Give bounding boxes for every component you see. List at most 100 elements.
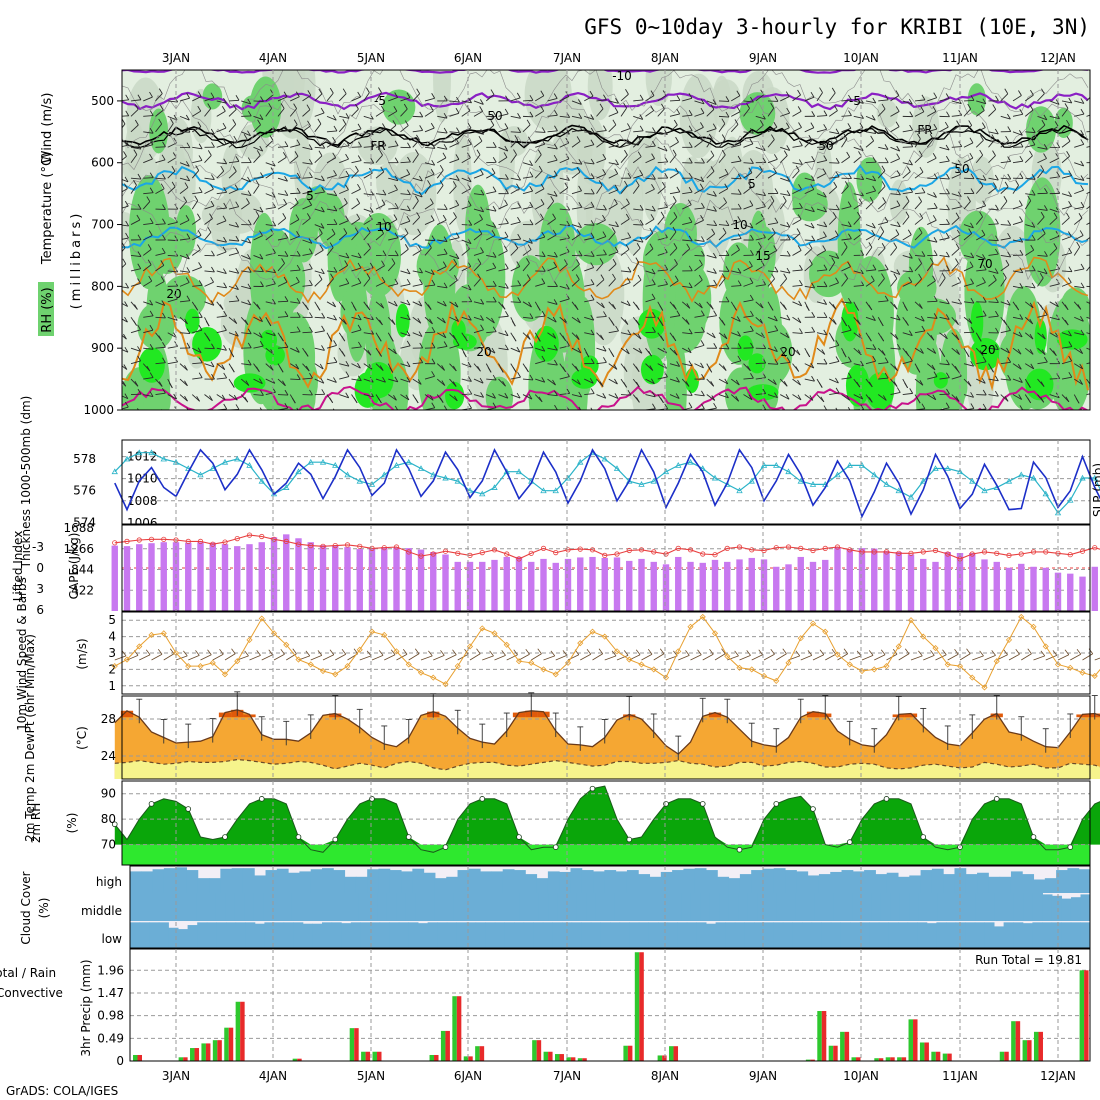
- wind-barb: [608, 232, 616, 241]
- wind-barb-feather: [332, 301, 337, 308]
- wind-barb-feather: [394, 405, 399, 410]
- thickness-point: [699, 465, 706, 471]
- cape-bar: [944, 552, 951, 611]
- wind-barb: [743, 377, 754, 380]
- wind-barb: [988, 270, 999, 274]
- wind-barb-feather: [785, 409, 787, 410]
- wind10m-point: [540, 666, 547, 673]
- wind-barb: [682, 332, 693, 335]
- wind-barb: [122, 205, 129, 209]
- wind-barb: [277, 394, 289, 396]
- wind-barb: [130, 124, 139, 133]
- wind-barb-feather: [537, 149, 542, 156]
- wind-barb: [792, 207, 803, 210]
- wind10m-barb: [114, 655, 127, 661]
- wind10m-point: [1042, 643, 1049, 650]
- wind-barb-feather: [909, 388, 914, 394]
- wind-barb-feather: [393, 106, 398, 112]
- wind-barb: [1061, 175, 1072, 179]
- wind-barb: [253, 345, 264, 349]
- top-day-label: 7JAN: [553, 51, 581, 65]
- wind-barb: [1074, 363, 1083, 370]
- wind-barb: [167, 316, 178, 321]
- wind-barb-feather: [404, 120, 409, 126]
- wind-barb: [167, 142, 177, 148]
- wind-barb-feather: [207, 150, 212, 156]
- wind10m-barb-feather: [831, 649, 837, 655]
- wind-barb-feather: [211, 373, 215, 380]
- wind10m-point: [650, 666, 657, 673]
- wind-barb: [241, 363, 252, 366]
- wind-barb: [302, 191, 313, 195]
- wind-barb: [755, 94, 764, 102]
- wind-barb: [143, 409, 144, 410]
- wind-barb: [122, 303, 128, 307]
- wind10m-barb: [555, 654, 567, 661]
- wind-barb: [792, 127, 802, 133]
- lifted-index-point: [920, 549, 926, 555]
- wind-barb: [1012, 394, 1022, 400]
- wind-barb-feather: [700, 340, 705, 346]
- wind-barb-feather: [282, 213, 287, 219]
- wind-barb: [240, 378, 250, 386]
- lifted-index-point: [1043, 549, 1049, 555]
- wind-barb: [1086, 347, 1090, 351]
- wind10m-barb-feather: [611, 650, 617, 657]
- contour-label: 70: [977, 257, 992, 271]
- wind-barb: [755, 124, 764, 133]
- wind-barb-feather: [823, 231, 827, 237]
- thickness-tick-label: 576: [73, 484, 96, 498]
- lifted-index-point: [369, 545, 375, 552]
- cloud-bar: [130, 893, 141, 921]
- wind-barb-feather: [933, 202, 938, 209]
- wind-barb-feather: [1005, 259, 1010, 266]
- wind-barb-feather: [259, 145, 264, 152]
- cloud-bar: [725, 922, 736, 948]
- wind-barb: [1074, 378, 1083, 385]
- wind-barb: [1086, 114, 1090, 117]
- pressure-tick-label: 700: [91, 218, 114, 232]
- wind-barb-feather: [933, 173, 938, 179]
- wind-barb-feather: [1080, 329, 1085, 336]
- wind-barb-feather: [255, 180, 260, 186]
- wind-barb: [1086, 254, 1090, 256]
- cape-bar: [650, 561, 657, 611]
- thickness-point: [209, 465, 216, 471]
- wind-barb: [535, 203, 545, 210]
- wind-barb-feather: [407, 156, 411, 163]
- wind-barb: [1024, 155, 1033, 164]
- wind-barb-feather: [590, 329, 595, 336]
- wind-barb: [486, 191, 497, 195]
- wind-barb-feather: [406, 314, 411, 320]
- wind-barb-feather: [295, 276, 300, 283]
- wind-barb: [853, 347, 862, 356]
- wind-barb-feather: [259, 114, 264, 120]
- wind-barb: [914, 347, 924, 354]
- wind-barb: [608, 263, 617, 272]
- wind-barb: [669, 231, 677, 241]
- wind-barb: [326, 233, 336, 241]
- wind10m-point: [332, 671, 339, 678]
- cloud-bar: [1061, 922, 1072, 948]
- slp-axis-label: SLP (mb): [1091, 463, 1100, 517]
- wind-barb: [461, 188, 471, 195]
- wind-barb: [1037, 146, 1048, 150]
- wind10m-barb: [273, 653, 285, 661]
- wind-barb-feather: [881, 165, 886, 171]
- cape-bar: [1005, 567, 1013, 611]
- wind-barb-feather: [774, 346, 778, 352]
- wind10m-point: [589, 628, 596, 635]
- cloud-bar: [717, 876, 730, 893]
- wind-barb-feather: [652, 403, 656, 409]
- wind-barb-feather: [392, 120, 397, 126]
- rh-green-patch: [128, 175, 170, 290]
- wind-barb-feather: [1093, 249, 1096, 254]
- wind-barb: [927, 300, 938, 303]
- cloud-bar: [807, 875, 820, 893]
- wind-barb: [792, 233, 801, 241]
- wind-barb-feather: [676, 186, 681, 193]
- cloud-bar: [629, 922, 640, 948]
- wind10m-barb: [1082, 653, 1093, 661]
- wind-barb-feather: [1007, 357, 1012, 363]
- wind-barb-feather: [210, 128, 215, 135]
